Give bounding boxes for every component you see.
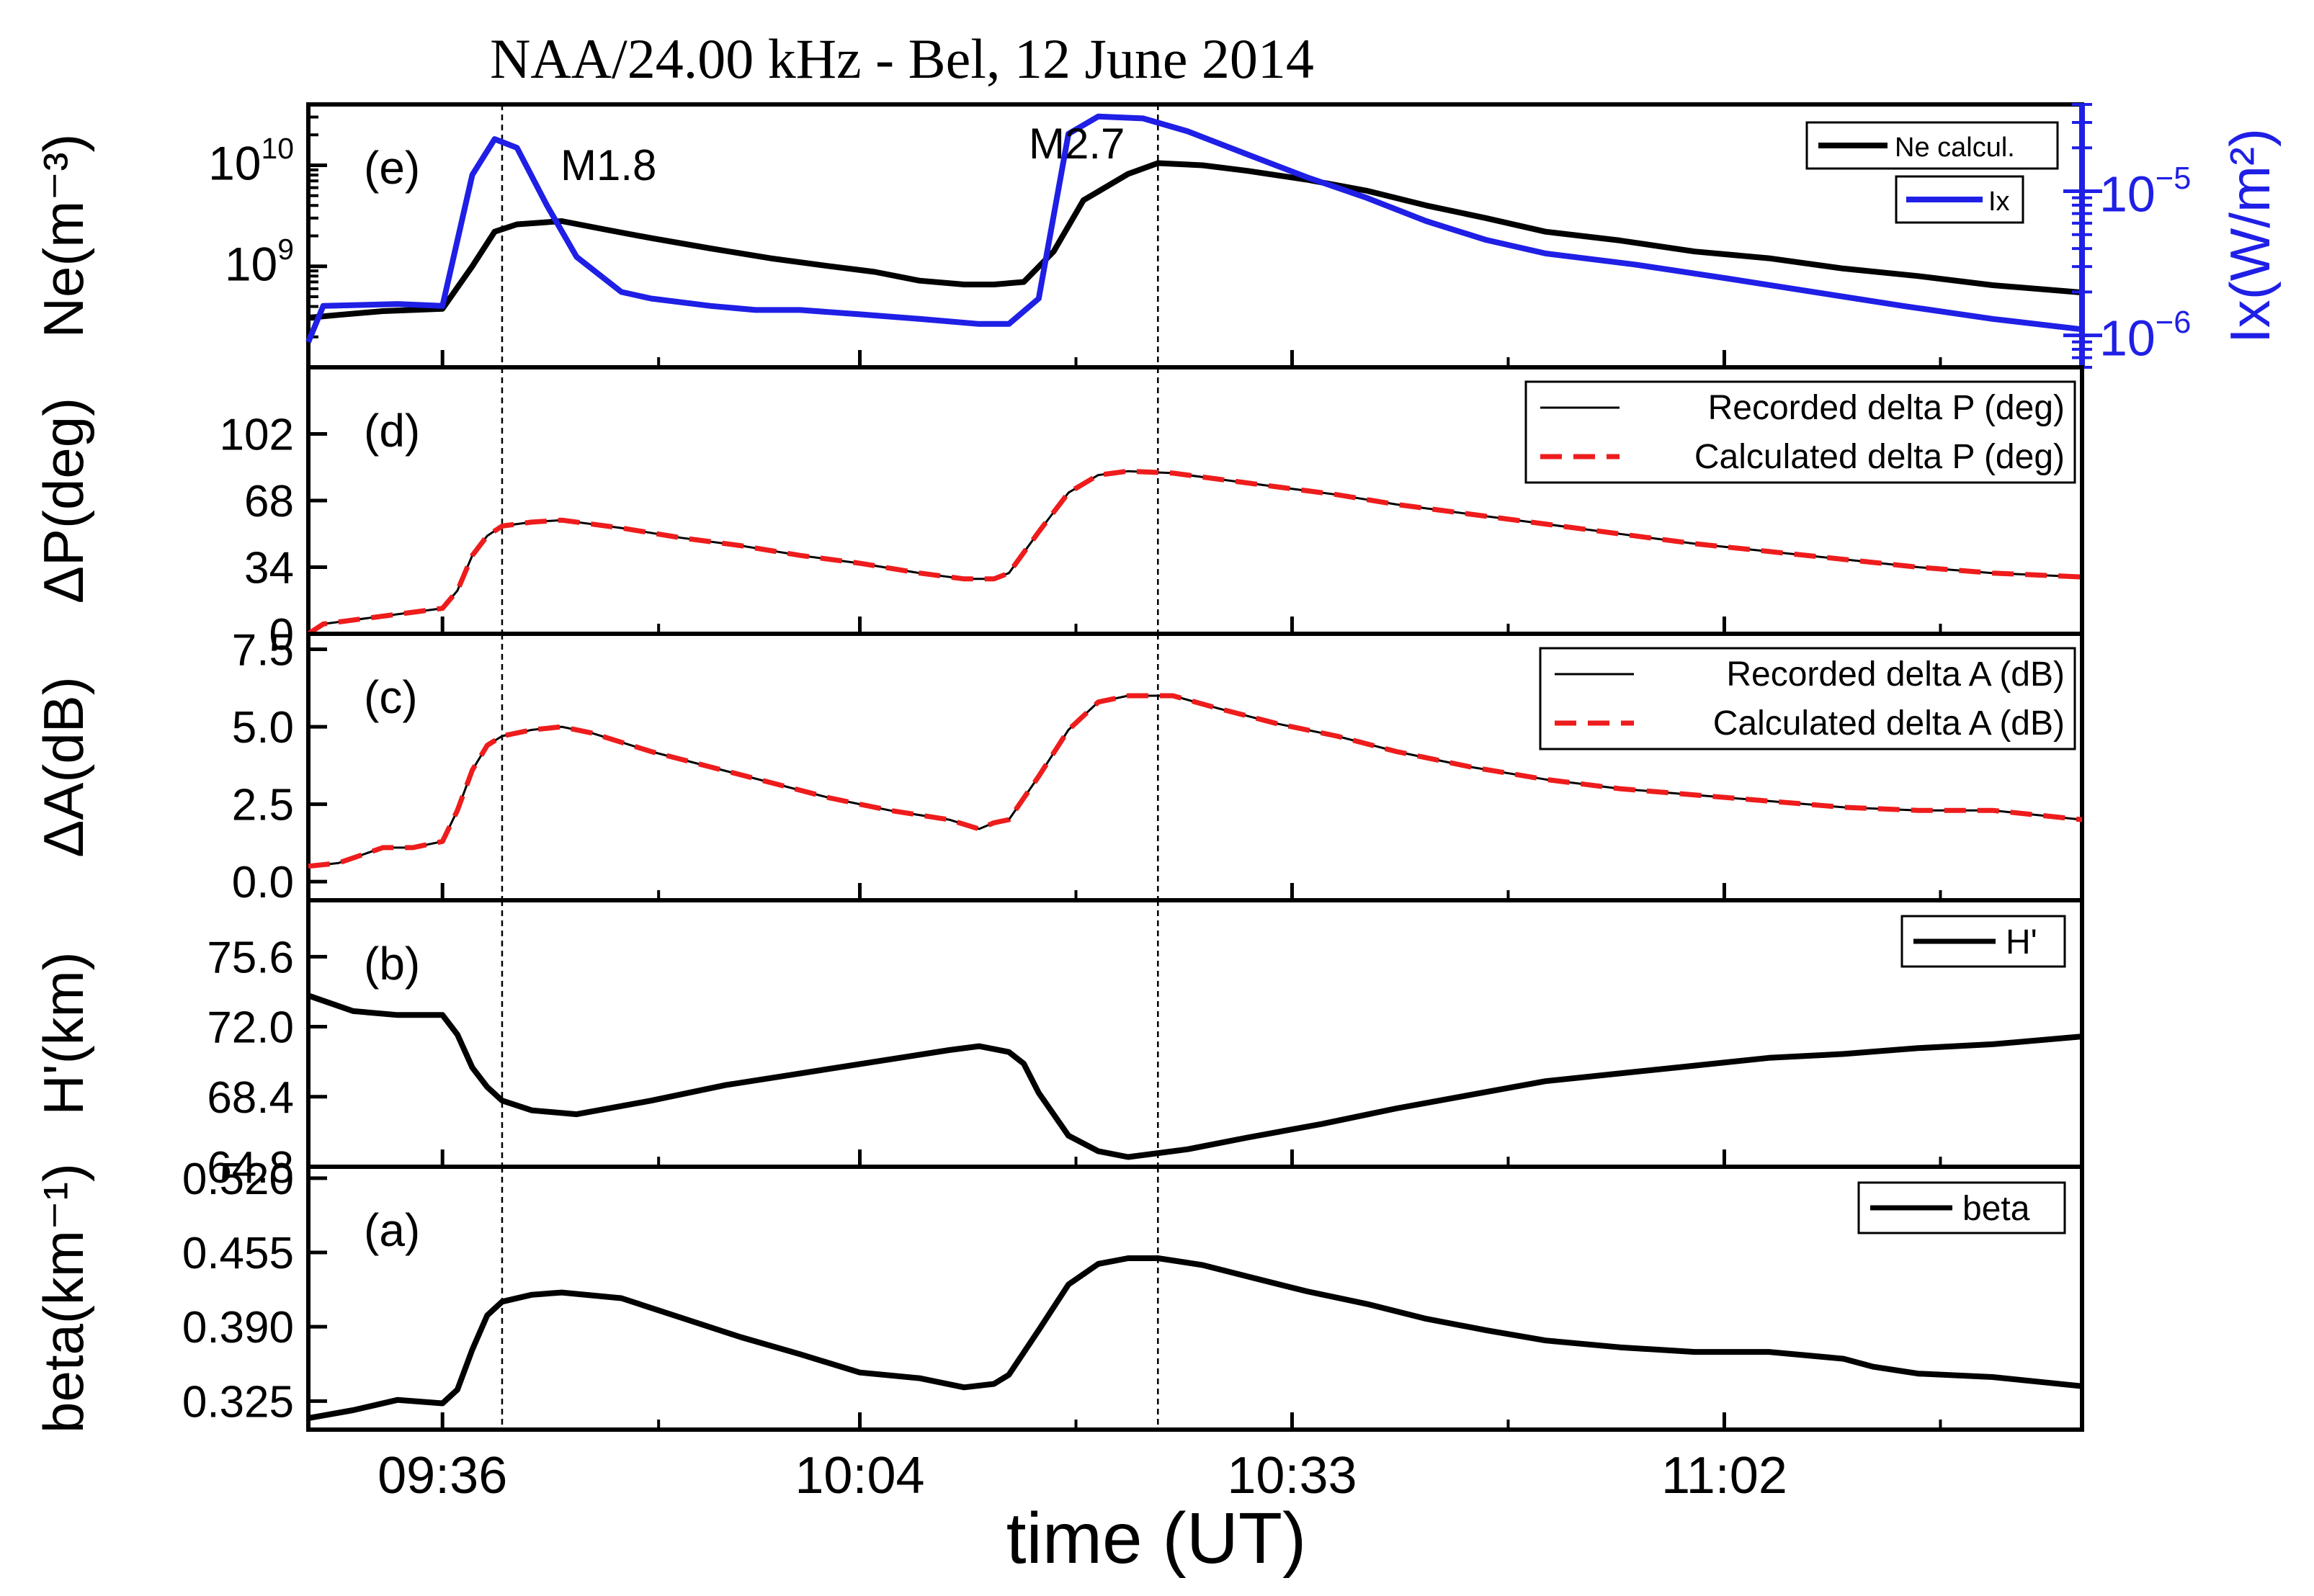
legend-label: Recorded delta A (dB): [1726, 655, 2065, 694]
y-tick-label: 0.390: [182, 1303, 294, 1353]
y-tick-label: 75.6: [207, 933, 294, 982]
panel-frame: [306, 1165, 2084, 1432]
right-axis-label: Ix(W/m²): [2218, 128, 2282, 344]
y-axis-label: ΔA(dB): [32, 676, 95, 857]
y-axis-label: Ne(m⁻³): [32, 134, 95, 339]
y-tick-label: 5.0: [232, 703, 294, 753]
flare-annotation-m2-7: M2.7: [1029, 120, 1125, 168]
y-tick-label: 0: [269, 610, 294, 660]
right-tick-label: 10−5: [2099, 161, 2191, 223]
series-line-ix: [305, 113, 2083, 344]
y-axis-label: beta(km⁻¹): [32, 1163, 95, 1433]
y-tick-label: 0.520: [182, 1155, 294, 1204]
legend-box: [1524, 380, 2076, 484]
y-tick-label: 68: [244, 477, 294, 526]
panel-b: 64.8 68.4 72.0 75.6 H'(km) (b) H': [32, 898, 2084, 1193]
series-line-h-: [307, 992, 2083, 1160]
panel-d: 0 34 68 102 ΔP(deg) (d) Recorded delta P (deg)…: [32, 365, 2084, 660]
y-tick-label: 0.0: [232, 858, 294, 907]
legend-label: Calculated delta A (dB): [1713, 704, 2065, 743]
legend-label: Ix: [1988, 187, 2010, 217]
series-line-beta: [308, 1255, 2083, 1422]
y-tick-label: 64.8: [207, 1143, 294, 1193]
plot-area: Ne(m⁻³) (e) Ix(W/m²) M1.8 M2.7 Ne calcul. Ix 10…: [32, 102, 2282, 1505]
y-tick-label: 2.5: [232, 781, 294, 830]
right-tick-label: 10−6: [2099, 305, 2191, 367]
x-tick-label: 10:33: [1227, 1447, 1357, 1505]
y-tick-label: 7.5: [232, 626, 294, 676]
flare-annotation-m1-8: M1.8: [560, 141, 656, 189]
series-line-recorded-delta-p-deg-: [308, 470, 2083, 635]
legend-label: Ne calcul.: [1895, 133, 2015, 163]
y-axis-label: H'(km): [32, 951, 95, 1115]
y-axis-label: ΔP(deg): [32, 398, 95, 604]
panel-tag: (c): [364, 671, 418, 723]
y-tick-label: 1010: [208, 132, 294, 190]
legend-label: H': [2006, 923, 2037, 961]
panel-tag: (d): [364, 405, 420, 457]
series-line-ne-calcul-: [308, 160, 2083, 321]
y-tick-label: 109: [225, 233, 294, 291]
x-tick-label: 09:36: [378, 1447, 507, 1505]
y-tick-label: 0.325: [182, 1377, 294, 1427]
series-line-calculated-delta-a-db-: [308, 693, 2083, 869]
panel-tag: (a): [364, 1204, 420, 1256]
panel-tag: (e): [364, 142, 420, 194]
x-axis-label: time (UT): [1006, 1498, 1307, 1579]
panel-tag: (b): [364, 938, 420, 990]
y-tick-label: 102: [220, 411, 294, 460]
panel-a: 0.325 0.390 0.455 0.520 beta(km⁻¹) (a) beta: [32, 1155, 2084, 1433]
panel-e: Ne(m⁻³) (e) Ix(W/m²) M1.8 M2.7 Ne calcul. Ix: [32, 102, 2282, 369]
panel-frame: [306, 898, 2084, 1169]
x-tick-label: 11:02: [1661, 1447, 1787, 1505]
y-tick-label: 34: [244, 544, 294, 593]
chart-title: NAA/24.00 kHz - Bel, 12 June 2014: [490, 27, 1314, 90]
legend-label: Recorded delta P (deg): [1708, 389, 2065, 427]
panel-c: 0.0 2.5 5.0 7.5 ΔA(dB) (c) Recorded delta A (d…: [32, 626, 2084, 907]
y-tick-label: 0.455: [182, 1229, 294, 1278]
series-line-calculated-delta-p-deg-: [307, 468, 2083, 636]
y-tick-label: 72.0: [207, 1003, 294, 1053]
legend-label: beta: [1962, 1190, 2030, 1228]
x-tick-label: 10:04: [795, 1447, 924, 1505]
legend-box: [1539, 647, 2076, 750]
legend-label: Calculated delta P (deg): [1694, 438, 2065, 476]
y-tick-label: 68.4: [207, 1073, 294, 1123]
